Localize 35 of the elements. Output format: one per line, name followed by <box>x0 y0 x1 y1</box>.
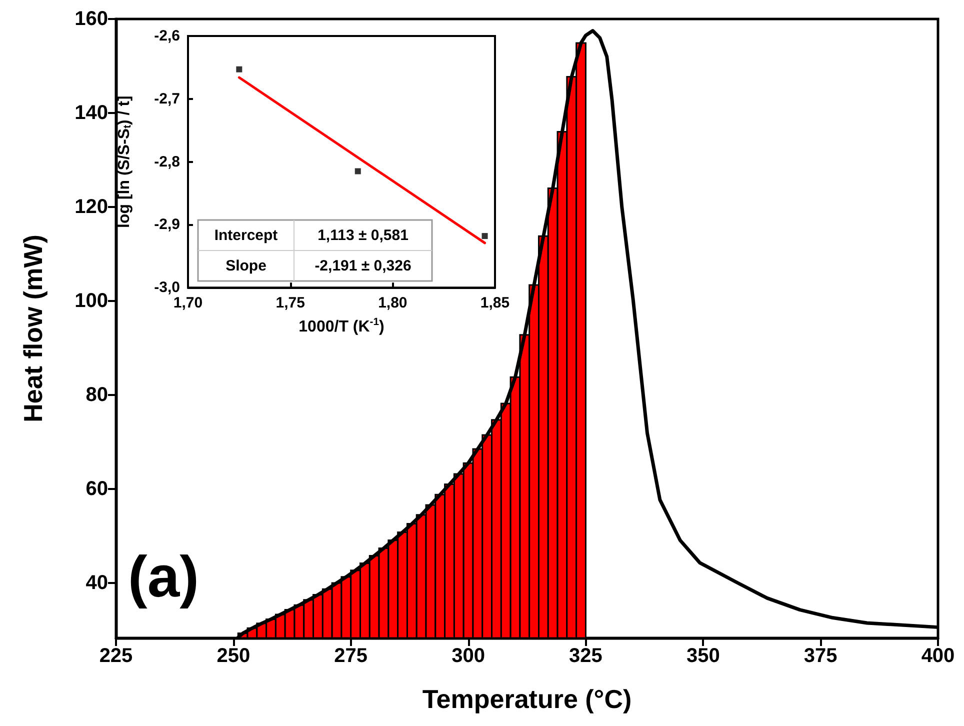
y-tick-label: 120 <box>74 196 108 218</box>
y-tick-label: 100 <box>74 290 108 312</box>
annotation: 1,113 ± 0,581 <box>318 226 408 244</box>
annotation: Slope <box>226 257 266 274</box>
y-axis-title: log [ln (S/S-St) / t] <box>116 96 134 228</box>
x-axis-title: Temperature (°C) <box>422 684 632 714</box>
x-tick-label: 375 <box>804 645 838 667</box>
x-tick-label: 1,80 <box>378 294 408 312</box>
point <box>236 66 242 72</box>
y-tick-label: 60 <box>86 478 108 500</box>
annotation: -2,191 ± 0,326 <box>314 257 412 274</box>
y-tick-label: -2,7 <box>154 90 180 108</box>
annotation: (a) <box>128 544 199 610</box>
y-tick-label: -2,6 <box>154 28 180 44</box>
y-tick-label: -3,0 <box>154 279 180 296</box>
y-tick-label: -2,9 <box>154 216 180 234</box>
x-tick-label: 250 <box>216 645 250 667</box>
x-tick-label: 1,70 <box>173 294 203 312</box>
annotation: Intercept <box>214 226 278 244</box>
x-tick-label: 275 <box>334 645 368 667</box>
x-tick-label: 1,75 <box>276 294 305 312</box>
y-tick-label: -2,8 <box>154 153 180 170</box>
x-tick-label: 325 <box>569 645 602 667</box>
x-tick-label: 300 <box>452 645 485 667</box>
y-tick-label: 140 <box>74 102 108 124</box>
y-axis-title: Heat flow (mW) <box>18 234 48 422</box>
y-tick-label: 160 <box>74 8 108 30</box>
x-tick-label: 400 <box>921 645 955 667</box>
point <box>482 233 488 240</box>
y-tick-label: 40 <box>86 572 108 594</box>
x-tick-label: 225 <box>99 645 133 667</box>
x-tick-label: 350 <box>686 645 720 667</box>
x-tick-label: 1,85 <box>480 294 510 312</box>
point <box>354 168 361 174</box>
y-tick-label: 80 <box>86 384 108 406</box>
